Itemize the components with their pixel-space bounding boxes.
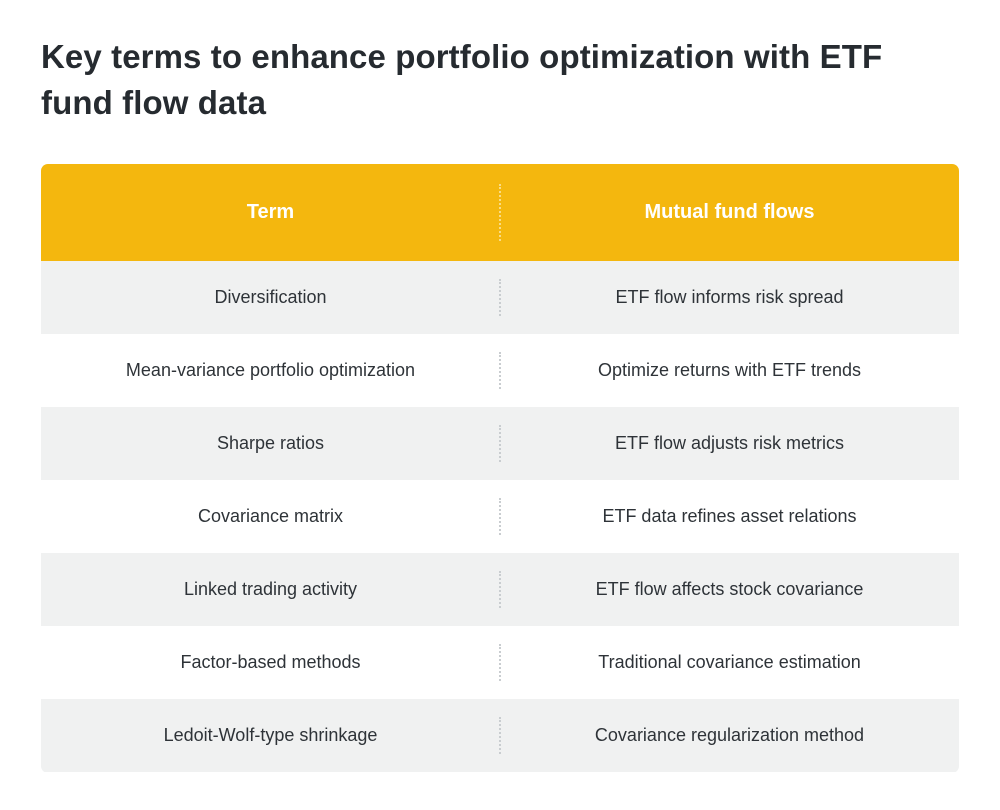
column-divider	[499, 279, 501, 316]
column-divider	[499, 352, 501, 389]
header-term: Term	[246, 201, 295, 223]
table-row: Linked trading activity ETF flow affects…	[41, 553, 959, 626]
term-cell: Covariance matrix	[197, 506, 344, 526]
column-divider	[499, 717, 501, 754]
table-row: Sharpe ratios ETF flow adjusts risk metr…	[41, 407, 959, 480]
table-row: Factor-based methods Traditional covaria…	[41, 626, 959, 699]
column-divider	[499, 184, 501, 241]
term-cell: Ledoit-Wolf-type shrinkage	[163, 725, 378, 745]
flow-cell: ETF data refines asset relations	[602, 506, 857, 526]
term-cell: Diversification	[214, 287, 327, 307]
term-cell: Mean-variance portfolio optimization	[125, 360, 416, 380]
flow-cell: ETF flow informs risk spread	[615, 287, 844, 307]
flow-cell: Traditional covariance estimation	[598, 652, 861, 672]
page-title: Key terms to enhance portfolio optimizat…	[41, 38, 883, 121]
header-mutual-fund-flows: Mutual fund flows	[644, 201, 815, 223]
table-header-row: Term Mutual fund flows	[41, 164, 959, 261]
column-divider	[499, 644, 501, 681]
column-divider	[499, 425, 501, 462]
term-cell: Linked trading activity	[183, 579, 358, 599]
table-row: Mean-variance portfolio optimization Opt…	[41, 334, 959, 407]
term-cell: Factor-based methods	[180, 652, 361, 672]
flow-cell: Covariance regularization method	[594, 725, 865, 745]
key-terms-table: Term Mutual fund flows Diversification E…	[41, 164, 959, 773]
column-divider	[499, 498, 501, 535]
flow-cell: Optimize returns with ETF trends	[597, 360, 862, 380]
table-row: Diversification ETF flow informs risk sp…	[41, 261, 959, 334]
table-row: Ledoit-Wolf-type shrinkage Covariance re…	[41, 699, 959, 772]
table-row: Covariance matrix ETF data refines asset…	[41, 480, 959, 553]
term-cell: Sharpe ratios	[216, 433, 325, 453]
flow-cell: ETF flow adjusts risk metrics	[614, 433, 845, 453]
flow-cell: ETF flow affects stock covariance	[595, 579, 864, 599]
column-divider	[499, 571, 501, 608]
